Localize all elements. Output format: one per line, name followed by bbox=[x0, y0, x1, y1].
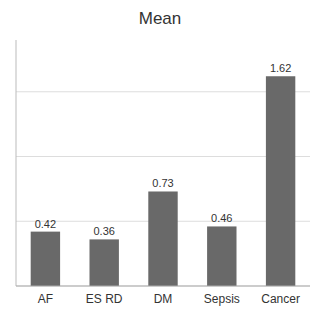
data-label: 0.73 bbox=[152, 177, 173, 189]
bar bbox=[148, 191, 177, 286]
chart-container: Mean 0.42 0.36 0.73 0.46 1.62 AF ES RD DM Sepsis C… bbox=[0, 0, 320, 320]
x-tick-label: Cancer bbox=[261, 292, 300, 306]
bar bbox=[266, 76, 295, 286]
x-tick-label: ES RD bbox=[86, 292, 123, 306]
bar bbox=[90, 239, 119, 286]
bar bbox=[31, 232, 60, 286]
data-label: 0.42 bbox=[35, 218, 56, 230]
x-axis-line bbox=[16, 286, 310, 287]
bar bbox=[207, 226, 236, 286]
x-tick-label: Sepsis bbox=[204, 292, 240, 306]
data-label: 0.46 bbox=[211, 212, 232, 224]
chart-svg: Mean 0.42 0.36 0.73 0.46 1.62 AF ES RD DM Sepsis C… bbox=[0, 0, 320, 320]
y-axis-line bbox=[16, 40, 17, 286]
chart-title: Mean bbox=[139, 9, 182, 28]
x-tick-label: AF bbox=[38, 292, 53, 306]
bars bbox=[31, 76, 296, 286]
data-label: 0.36 bbox=[93, 225, 114, 237]
grid-line bbox=[16, 286, 310, 287]
data-label: 1.62 bbox=[270, 62, 291, 74]
x-tick-label: DM bbox=[154, 292, 173, 306]
